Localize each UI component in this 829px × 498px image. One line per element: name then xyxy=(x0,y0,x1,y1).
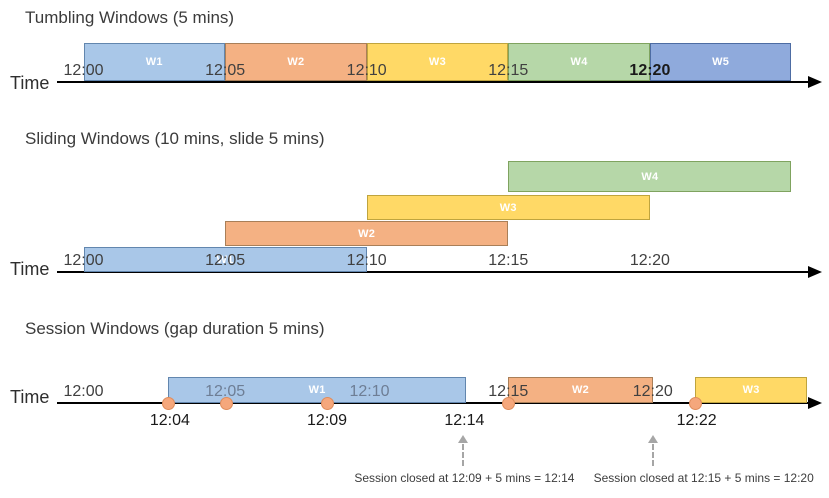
session-time-axis-arrowhead-icon xyxy=(808,397,822,409)
tumbling-tick-12-10: 12:10 xyxy=(346,62,387,79)
sliding-time-axis-label: Time xyxy=(10,259,50,279)
tumbling-section-title: Tumbling Windows (5 mins) xyxy=(25,8,235,27)
sliding-tick-12-15: 12:15 xyxy=(488,252,529,269)
window-label: W1 xyxy=(216,253,234,266)
window-label: W3 xyxy=(499,201,517,214)
window-label: W5 xyxy=(712,56,730,68)
session-time-axis-line xyxy=(57,402,808,404)
session-tick-12-15: 12:15 xyxy=(488,383,529,400)
window-label: W2 xyxy=(571,384,590,396)
sliding-time-axis-line xyxy=(57,271,808,273)
tumbling-tick-12-05: 12:05 xyxy=(205,62,246,79)
window-label: W4 xyxy=(570,56,588,68)
tumbling-window-w4: W4 xyxy=(508,43,650,81)
event-dot xyxy=(161,397,175,410)
annotation-arrow-line xyxy=(651,444,654,466)
tumbling-time-axis-label: Time xyxy=(10,73,50,93)
session-tick-12-00: 12:00 xyxy=(63,383,104,400)
annotation-arrowhead-icon xyxy=(647,435,658,443)
event-time-12-14: 12:14 xyxy=(444,412,485,429)
sliding-window-w4: W4 xyxy=(508,161,792,192)
sliding-tick-12-00: 12:00 xyxy=(63,252,104,269)
event-dot xyxy=(220,397,234,410)
session-tick-12-10: 12:10 xyxy=(349,383,390,400)
sliding-window-w1: W1 xyxy=(83,247,367,272)
window-label: W2 xyxy=(358,227,376,240)
session-tick-12-05: 12:05 xyxy=(205,383,246,400)
window-label: W1 xyxy=(308,384,326,396)
session-tick-12-20: 12:20 xyxy=(632,383,673,400)
window-label: W2 xyxy=(287,56,305,68)
sliding-tick-12-10: 12:10 xyxy=(346,252,387,269)
event-dot xyxy=(501,397,515,410)
sliding-tick-12-05: 12:05 xyxy=(205,252,246,269)
session-time-axis-label: Time xyxy=(10,387,50,407)
session-window-w2: W2 xyxy=(508,377,653,403)
session-closed-annotation-2: Session closed at 12:15 + 5 mins = 12:20 xyxy=(593,471,814,485)
event-dot xyxy=(320,397,334,410)
event-time-12-22: 12:22 xyxy=(676,412,717,429)
sliding-section-title: Sliding Windows (10 mins, slide 5 mins) xyxy=(25,129,325,148)
session-section-title: Session Windows (gap duration 5 mins) xyxy=(25,319,325,338)
sliding-time-axis-arrowhead-icon xyxy=(808,266,822,278)
window-label: W3 xyxy=(742,384,760,396)
tumbling-time-axis-arrowhead-icon xyxy=(808,76,822,88)
window-label: W4 xyxy=(641,170,659,183)
tumbling-tick-12-15: 12:15 xyxy=(488,62,529,79)
tumbling-window-w1: W1 xyxy=(83,43,226,81)
tumbling-window-w2: W2 xyxy=(225,43,367,81)
sliding-window-w3: W3 xyxy=(366,195,650,220)
event-time-12-09: 12:09 xyxy=(307,412,348,429)
event-time-12-04: 12:04 xyxy=(149,412,190,429)
window-label: W1 xyxy=(145,56,163,68)
sliding-tick-12-20: 12:20 xyxy=(629,252,670,269)
tumbling-tick-12-20: 12:20 xyxy=(629,62,671,79)
tumbling-window-w5: W5 xyxy=(649,43,792,81)
tumbling-tick-12-00: 12:00 xyxy=(63,62,104,79)
tumbling-window-w3: W3 xyxy=(366,43,509,81)
sliding-window-w2: W2 xyxy=(225,221,509,246)
event-dot xyxy=(688,397,702,410)
annotation-arrowhead-icon xyxy=(457,435,468,443)
window-label: W3 xyxy=(428,56,447,68)
session-closed-annotation-1: Session closed at 12:09 + 5 mins = 12:14 xyxy=(354,471,575,485)
session-window-w3: W3 xyxy=(695,377,808,403)
annotation-arrow-line xyxy=(461,444,464,466)
tumbling-time-axis-line xyxy=(57,81,808,83)
session-window-w1: W1 xyxy=(168,377,466,403)
